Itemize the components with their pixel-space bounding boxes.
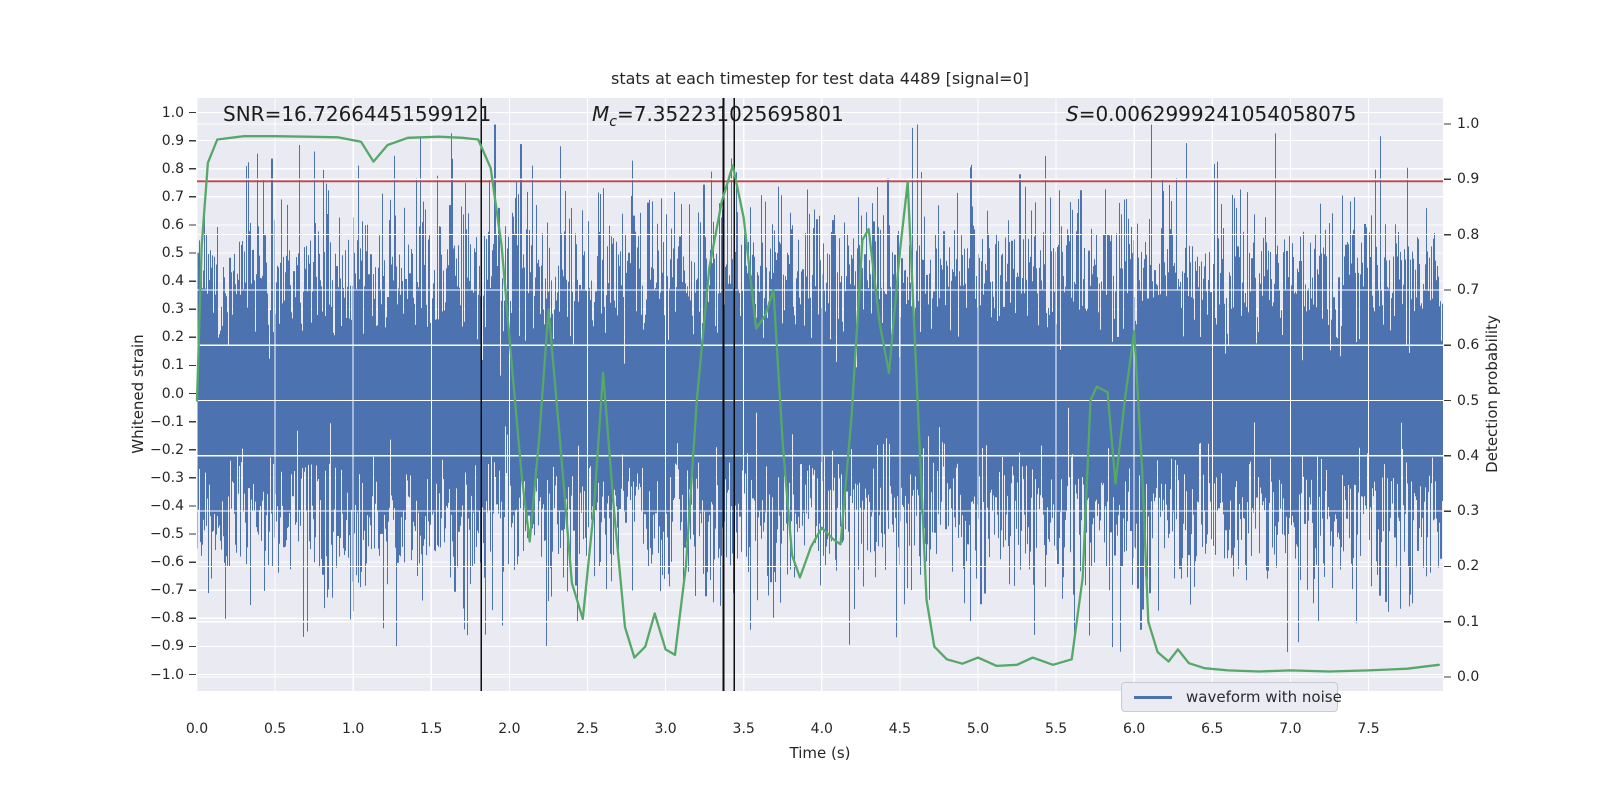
annotation-snr: SNR=16.72664451599121 [223, 102, 491, 126]
annotation-snr-label: SNR [223, 102, 265, 126]
plot-title: stats at each timestep for test data 448… [610, 69, 1029, 88]
y-left-tick-label: −0.5 [150, 526, 184, 542]
x-tick-label: 0.0 [185, 721, 209, 737]
y-right-tick-label: 0.5 [1457, 392, 1480, 409]
y-left-tick-label: −0.4 [150, 497, 184, 514]
x-tick-label: 1.0 [342, 721, 365, 737]
y-left-axis-label: Whitened strain [129, 334, 147, 454]
annotation-chirp-mass-value: =7.352231025695801 [616, 102, 844, 126]
y-left-tick-label: −0.2 [150, 441, 184, 458]
y-right-tick-label: 0.9 [1457, 171, 1480, 188]
legend-line-swatch [1134, 695, 1172, 699]
x-tick-label: 7.0 [1279, 721, 1302, 737]
y-right-tick-label: 0.8 [1457, 226, 1480, 243]
y-left-tick-label: 0.8 [161, 160, 184, 177]
gridlines-over [196, 98, 1443, 691]
y-left-tick-label: 1.0 [161, 104, 184, 121]
axis-tick-marks [189, 111, 1451, 678]
x-tick-label: 5.0 [966, 721, 990, 737]
x-axis-label: Time (s) [789, 744, 851, 762]
y-left-tick-label: −0.6 [150, 554, 184, 571]
y-left-tick-label: −0.3 [150, 469, 184, 486]
y-left-tick-label: 0.0 [161, 385, 184, 402]
y-left-tick-label: 0.9 [161, 132, 184, 149]
annotation-chirp-mass-symbol: M [592, 102, 610, 126]
y-right-tick-label: 0.0 [1457, 669, 1480, 685]
y-left-tick-label: 0.1 [161, 357, 184, 374]
annotation-snr-value: =16.72664451599121 [264, 102, 492, 126]
y-left-tick-label: −0.7 [150, 582, 184, 599]
y-left-tick-label: 0.7 [161, 188, 184, 205]
y-right-tick-label: 0.3 [1457, 503, 1480, 520]
x-tick-label: 4.0 [810, 721, 833, 737]
x-tick-label: 0.5 [263, 721, 287, 737]
x-tick-label: 2.0 [498, 721, 521, 737]
y-left-tick-label: −1.0 [150, 666, 184, 683]
y-right-tick-label: 0.7 [1457, 281, 1480, 298]
annotation-s-stat-symbol: S [1066, 102, 1079, 126]
legend: waveform with noise [1121, 682, 1342, 712]
x-tick-label: 4.5 [888, 721, 912, 737]
y-left-tick-label: −0.9 [150, 638, 184, 655]
annotation-s-stat: S=0.0062999241054058075 [1066, 102, 1356, 126]
y-right-tick-label: 0.1 [1457, 613, 1480, 630]
y-right-tick-label: 0.2 [1457, 558, 1480, 575]
y-right-tick-label: 1.0 [1457, 116, 1480, 132]
y-left-tick-label: −0.1 [150, 413, 184, 430]
x-tick-label: 2.5 [576, 721, 599, 737]
x-tick-label: 3.5 [732, 721, 755, 737]
legend-item-label: waveform with noise [1186, 688, 1342, 706]
y-right-tick-label: 0.6 [1457, 337, 1480, 354]
y-right-tick-label: 0.4 [1457, 447, 1480, 464]
detection-probability-series [195, 135, 1440, 673]
y-left-tick-label: 0.4 [161, 273, 184, 290]
y-left-tick-label: −0.8 [150, 610, 184, 627]
annotation-chirp-mass: Mc=7.352231025695801 [592, 102, 844, 130]
y-left-tick-label: 0.6 [161, 216, 184, 233]
x-tick-label: 5.5 [1044, 721, 1068, 737]
x-tick-label: 6.5 [1201, 721, 1224, 737]
waveform-noise-series [197, 123, 1443, 653]
annotation-chirp-mass-subscript: c [609, 114, 617, 130]
y-left-tick-label: 0.3 [161, 301, 184, 318]
y-left-tick-label: 0.5 [161, 245, 184, 261]
x-tick-label: 3.0 [654, 721, 677, 737]
x-tick-label: 7.5 [1357, 721, 1380, 737]
x-tick-label: 6.0 [1123, 721, 1146, 737]
x-tick-label: 1.5 [420, 721, 443, 737]
y-right-axis-label: Detection probability [1483, 315, 1501, 473]
y-left-tick-label: 0.2 [161, 329, 184, 346]
annotation-s-stat-value: =0.0062999241054058075 [1078, 102, 1357, 126]
